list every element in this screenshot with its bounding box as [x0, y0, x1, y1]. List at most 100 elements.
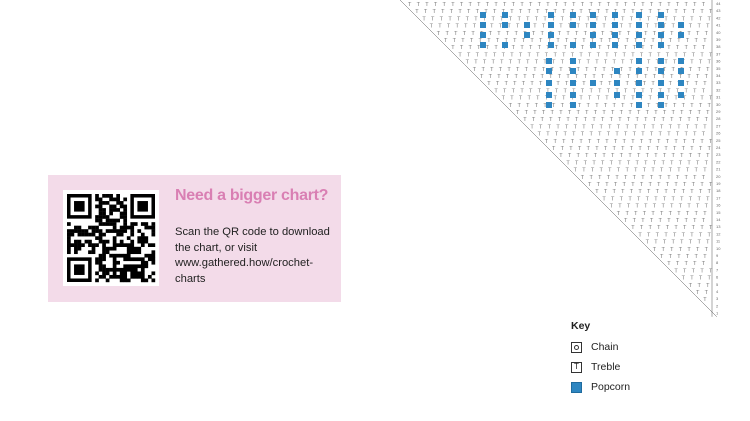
svg-text:T: T [562, 52, 566, 58]
svg-text:T: T [597, 9, 601, 15]
svg-text:T: T [607, 175, 611, 181]
svg-text:T: T [533, 110, 537, 116]
svg-text:T: T [689, 24, 693, 30]
svg-text:T: T [620, 153, 624, 159]
svg-text:T: T [657, 139, 661, 145]
svg-text:T: T [546, 132, 550, 138]
svg-text:T: T [602, 110, 606, 116]
svg-text:T: T [504, 81, 508, 87]
svg-text:T: T [689, 196, 693, 202]
svg-text:T: T [517, 16, 521, 22]
svg-text:T: T [601, 74, 605, 80]
svg-text:T: T [646, 24, 650, 30]
svg-text:T: T [689, 283, 693, 289]
svg-text:T: T [660, 38, 664, 44]
svg-text:1: 1 [716, 311, 719, 316]
svg-text:T: T [664, 189, 668, 195]
svg-text:T: T [657, 225, 661, 231]
svg-text:T: T [695, 211, 699, 217]
svg-text:T: T [623, 9, 627, 15]
svg-text:T: T [697, 153, 701, 159]
svg-text:T: T [666, 9, 670, 15]
svg-text:T: T [706, 67, 710, 73]
svg-text:T: T [667, 132, 671, 138]
svg-text:T: T [561, 60, 565, 66]
svg-text:T: T [624, 175, 628, 181]
qr-code[interactable] [63, 190, 159, 286]
svg-text:T: T [450, 9, 454, 15]
svg-text:T: T [687, 117, 691, 123]
svg-text:T: T [612, 189, 616, 195]
svg-text:T: T [578, 60, 582, 66]
svg-text:T: T [592, 117, 596, 123]
svg-text:T: T [648, 182, 652, 188]
popcorn-stitch [658, 80, 664, 86]
svg-text:T: T [654, 196, 658, 202]
svg-text:T: T [699, 276, 703, 282]
svg-text:T: T [661, 204, 665, 210]
svg-text:T: T [555, 88, 559, 94]
svg-text:T: T [555, 132, 559, 138]
key-item-chain: Chain [571, 337, 691, 357]
popcorn-stitch [636, 68, 642, 74]
svg-text:T: T [552, 16, 556, 22]
svg-text:T: T [494, 45, 498, 51]
svg-text:T: T [523, 117, 527, 123]
svg-text:T: T [656, 16, 660, 22]
svg-text:T: T [680, 240, 684, 246]
svg-text:T: T [624, 132, 628, 138]
popcorn-stitch [658, 92, 664, 98]
svg-text:T: T [703, 211, 707, 217]
svg-text:T: T [695, 38, 699, 44]
svg-text:T: T [497, 31, 501, 37]
svg-text:T: T [631, 52, 635, 58]
svg-text:T: T [600, 38, 604, 44]
popcorn-stitch [636, 80, 642, 86]
svg-text:T: T [543, 16, 547, 22]
svg-text:T: T [579, 139, 583, 145]
svg-text:T: T [466, 60, 470, 66]
svg-text:T: T [700, 139, 704, 145]
svg-text:T: T [585, 110, 589, 116]
svg-text:T: T [627, 117, 631, 123]
svg-text:22: 22 [716, 159, 721, 164]
svg-text:T: T [530, 38, 534, 44]
svg-text:T: T [546, 45, 550, 51]
svg-text:T: T [659, 175, 663, 181]
svg-text:T: T [684, 175, 688, 181]
svg-text:T: T [581, 132, 585, 138]
svg-text:T: T [415, 9, 419, 15]
svg-text:T: T [461, 38, 465, 44]
popcorn-stitch [480, 12, 486, 18]
svg-text:T: T [627, 31, 631, 37]
svg-text:T: T [637, 110, 641, 116]
svg-text:T: T [598, 175, 602, 181]
svg-text:T: T [689, 240, 693, 246]
svg-text:T: T [432, 9, 436, 15]
svg-text:T: T [471, 31, 475, 37]
svg-text:T: T [602, 67, 606, 73]
svg-text:T: T [700, 268, 704, 274]
svg-text:T: T [650, 45, 654, 51]
svg-text:T: T [624, 88, 628, 94]
svg-text:T: T [614, 96, 618, 102]
svg-text:T: T [513, 81, 517, 87]
svg-text:T: T [699, 60, 703, 66]
svg-text:T: T [663, 24, 667, 30]
svg-text:T: T [417, 2, 421, 8]
svg-text:T: T [625, 81, 629, 87]
svg-text:T: T [669, 81, 673, 87]
svg-text:T: T [540, 31, 544, 37]
svg-text:T: T [607, 88, 611, 94]
svg-text:T: T [513, 38, 517, 44]
svg-text:T: T [699, 232, 703, 238]
svg-text:T: T [709, 225, 713, 231]
svg-text:T: T [657, 182, 661, 188]
svg-text:T: T [663, 110, 667, 116]
svg-text:T: T [646, 110, 650, 116]
svg-text:T: T [650, 218, 654, 224]
svg-text:T: T [683, 225, 687, 231]
treble-icon: T [571, 361, 582, 373]
svg-text:T: T [592, 160, 596, 166]
svg-text:T: T [666, 139, 670, 145]
